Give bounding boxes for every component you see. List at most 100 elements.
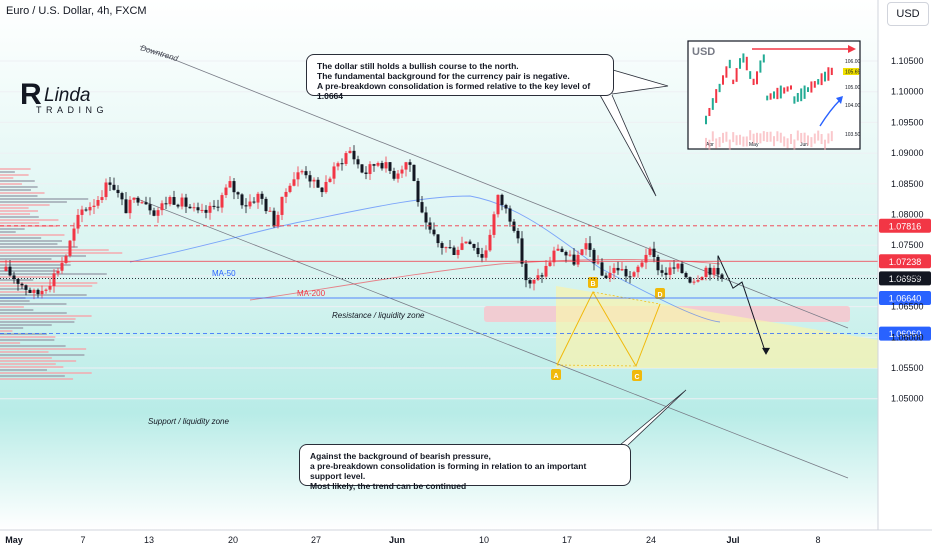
candle-body: [196, 207, 200, 211]
candle-body: [232, 181, 236, 193]
candle-body: [628, 276, 632, 278]
volume-profile-bar: [0, 327, 24, 329]
price-level-tag: [879, 326, 931, 341]
price-level-tag: [879, 291, 931, 306]
inset-volume-bar: [773, 136, 775, 147]
inset-volume-bar: [732, 132, 735, 143]
ma50-line: [129, 195, 721, 323]
inset-candle: [769, 93, 772, 100]
volume-profile-bar: [0, 201, 67, 203]
price-level-label: 1.06640: [889, 294, 922, 304]
volume-profile-bar: [0, 210, 39, 212]
inset-volume-bar: [800, 132, 803, 143]
inset-volume-bar: [711, 131, 714, 142]
volume-profile-bar: [0, 186, 38, 188]
candle-body: [656, 256, 660, 271]
inset-tick-label: 106.00: [845, 59, 861, 65]
candle-body: [220, 195, 224, 208]
inset-candle: [793, 96, 796, 104]
ma200-label: MA-200: [297, 289, 326, 298]
candle-body: [456, 249, 460, 256]
candle-body: [276, 214, 280, 227]
candle-body: [148, 204, 152, 211]
pattern-point-marker: [655, 288, 665, 299]
candle-body: [384, 162, 388, 169]
candle-body: [40, 290, 44, 295]
chart-title: Euro / U.S. Dollar, 4h, FXCM: [6, 5, 147, 17]
candle-body: [704, 267, 708, 277]
volume-profile-bar: [0, 339, 55, 341]
inset-volume-bar: [718, 137, 721, 148]
candle-body: [156, 210, 160, 216]
candle-body: [620, 269, 624, 271]
inset-volume-bar: [779, 132, 782, 143]
candle-body: [284, 191, 288, 197]
support-label: Support / liquidity zone: [148, 417, 229, 426]
inset-candle: [711, 98, 714, 110]
candle-body: [124, 199, 128, 214]
candle-body: [460, 243, 464, 250]
price-tick-label: 1.07500: [891, 240, 924, 250]
candle-body: [496, 194, 500, 215]
candle-body: [572, 254, 576, 265]
volume-profile-bar: [0, 354, 85, 356]
candle-body: [236, 192, 240, 195]
inset-candle: [820, 73, 823, 86]
price-tick-label: 1.08000: [891, 210, 924, 220]
candle-body: [144, 202, 148, 205]
inset-candle: [725, 66, 728, 78]
inset-volume-bar: [722, 132, 724, 143]
volume-profile-bar: [0, 195, 38, 197]
inset-candle: [756, 71, 758, 85]
volume-profile-bar: [0, 378, 74, 380]
inset-volume-bar: [807, 135, 809, 146]
inset-label: USD: [692, 46, 715, 58]
candle-body: [576, 254, 580, 265]
volume-profile-bar: [0, 309, 34, 311]
forecast-arrowhead: [762, 347, 770, 355]
candle-body: [648, 248, 652, 255]
time-tick-label: 7: [80, 535, 85, 545]
currency-button[interactable]: USD: [887, 2, 929, 26]
volume-profile-bar: [0, 258, 52, 260]
candle-body: [712, 267, 716, 275]
candle-body: [476, 247, 480, 255]
time-tick-label: 17: [562, 535, 572, 545]
candle-body: [288, 185, 292, 192]
candle-body: [64, 255, 68, 263]
volume-profile-bar: [0, 330, 13, 332]
volume-profile-bar: [0, 198, 89, 200]
candle-body: [396, 173, 400, 179]
candle-body: [356, 159, 360, 165]
candle-body: [108, 182, 112, 185]
candle-body: [420, 202, 424, 213]
candle-body: [372, 164, 376, 166]
candle-body: [184, 197, 188, 207]
inset-volume-bar: [725, 131, 728, 142]
candle-body: [204, 209, 208, 213]
price-tick-label: 1.05000: [891, 394, 924, 404]
inset-volume-bar: [783, 136, 786, 147]
volume-profile-bar: [0, 336, 56, 338]
inset-candle: [722, 75, 724, 85]
volume-profile-bar: [0, 180, 35, 182]
inset-volume-bar: [756, 132, 758, 143]
inset-volume-bar: [766, 131, 769, 142]
candle-body: [472, 244, 476, 248]
zones: [484, 286, 878, 368]
inset-volume-bar: [705, 137, 707, 148]
volume-profile-bar: [0, 312, 67, 314]
candle-body: [436, 234, 440, 244]
time-tick-label: 13: [144, 535, 154, 545]
price-level-label: 1.06959: [889, 274, 922, 284]
inset-candle: [766, 95, 769, 101]
candle-body: [228, 181, 232, 188]
pattern-point-label: C: [634, 374, 639, 381]
inset-volume-bar: [786, 138, 789, 149]
volume-profile-bar: [0, 303, 67, 305]
inset-volume-bar: [752, 133, 755, 144]
candle-body: [508, 208, 512, 222]
callout-bottom: Against the background of bearish pressu…: [299, 444, 631, 491]
inset-volume-bar: [824, 139, 826, 150]
candle-body: [500, 194, 504, 205]
